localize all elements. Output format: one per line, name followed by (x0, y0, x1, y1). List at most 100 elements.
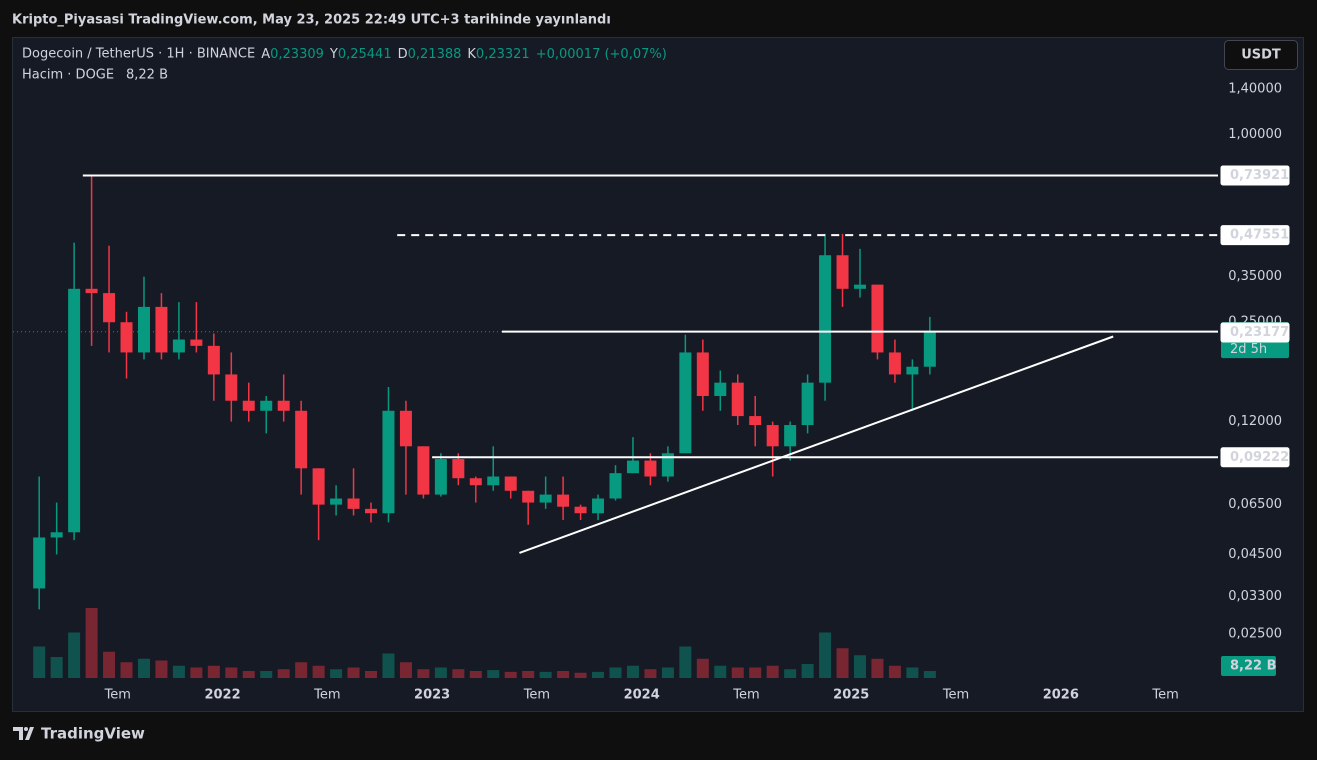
candle-body (469, 478, 482, 486)
volume-bar (347, 667, 360, 678)
price-label: 0,23177 (1230, 325, 1289, 340)
x-tick-label: 2022 (204, 688, 240, 703)
candle-body (347, 498, 360, 509)
legend: Dogecoin / TetherUS · 1H · BINANCE A0,233… (22, 47, 667, 83)
ohlc-key: D (398, 47, 408, 62)
candle-body (487, 476, 500, 486)
x-tick-label: Tem (1151, 688, 1178, 703)
candle-body (609, 473, 622, 499)
candle-body (819, 255, 832, 383)
price-label-box (1220, 165, 1290, 186)
candle-body (714, 382, 727, 396)
candle-body (399, 410, 412, 447)
published-note: Kripto_Piyasasi TradingView.com, May 23,… (12, 13, 611, 28)
volume-bar (260, 671, 273, 678)
candle-body (539, 494, 552, 503)
candle-body (801, 382, 814, 426)
volume-bar (853, 655, 866, 678)
candle-body (103, 293, 116, 323)
volume-bar (382, 653, 395, 678)
candle-body (68, 288, 81, 533)
y-tick-label: 1,00000 (1228, 127, 1282, 142)
volume-bar (522, 671, 535, 678)
price-label-box (1220, 322, 1290, 343)
volume-bar (242, 671, 255, 678)
volume-bar (539, 671, 552, 678)
candle-body (382, 410, 395, 514)
volume-bar (784, 669, 797, 678)
chart-panel (12, 37, 1304, 712)
volume-bar (696, 658, 709, 678)
x-tick-label: Tem (942, 688, 969, 703)
x-tick-label: 2026 (1043, 688, 1079, 703)
candle-body (225, 374, 238, 401)
volume-bar (312, 665, 325, 678)
y-tick-label: 0,03300 (1228, 589, 1282, 604)
candle-body (592, 498, 605, 514)
x-tick-label: Tem (313, 688, 340, 703)
volume-bar (504, 671, 517, 678)
volume-bar (731, 667, 744, 678)
trend-line (519, 335, 1114, 554)
volume-bar (50, 657, 63, 678)
candle-body (172, 339, 185, 353)
x-tick-label: 2023 (414, 688, 450, 703)
candle-body (120, 322, 133, 353)
volume-label-box (1221, 656, 1276, 676)
x-tick-label: Tem (104, 688, 131, 703)
candle-body (504, 476, 517, 491)
candle-body (137, 306, 150, 353)
price-label: 0,09222 (1230, 450, 1289, 465)
price-label-box (1220, 447, 1290, 468)
countdown: 2d 5h (1230, 342, 1267, 357)
brand: TradingView (41, 725, 145, 743)
volume-bar (295, 662, 308, 678)
currency-button[interactable] (1224, 40, 1298, 70)
volume-bar (906, 667, 919, 678)
volume-bar (557, 671, 570, 678)
ohlc-key: K (467, 47, 476, 62)
volume-bar (330, 669, 343, 678)
ohlc-key: A (261, 47, 270, 62)
candle-body (784, 425, 797, 447)
candle-body (452, 459, 465, 479)
x-tick-label: 2025 (833, 688, 869, 703)
ohlc-value: 0,23309 (270, 47, 324, 62)
ohlc-key: Y (329, 47, 338, 62)
candle-body (85, 288, 98, 294)
volume-bar (923, 671, 936, 678)
price-label: 0,47551 (1230, 228, 1289, 243)
candle-body (190, 339, 203, 346)
volume-bar (190, 667, 203, 678)
candle-body (766, 425, 779, 447)
volume-bar (487, 670, 500, 678)
y-tick-label: 0,35000 (1228, 269, 1282, 284)
y-tick-label: 0,04500 (1228, 547, 1282, 562)
candle-body (207, 345, 220, 375)
volume-bar (137, 658, 150, 678)
candle-body (522, 490, 535, 503)
volume-bar (626, 665, 639, 678)
candle-body (679, 352, 692, 454)
volume-title: Hacim · DOGE (22, 68, 114, 83)
volume-bar (399, 662, 412, 678)
ohlc-value: 0,23321 (476, 47, 530, 62)
volume-bar (574, 672, 587, 678)
volume-bar (888, 665, 901, 678)
price-label-box (1220, 225, 1290, 246)
candle-body (312, 468, 325, 505)
candle-body (906, 366, 919, 375)
candle-body (260, 400, 273, 411)
y-tick-label: 0,12000 (1228, 414, 1282, 429)
candle-body (836, 255, 849, 289)
candle-body (888, 352, 901, 375)
volume-bar (749, 667, 762, 678)
volume-bar (207, 665, 220, 678)
volume-bar (277, 669, 290, 678)
volume-bar (661, 667, 674, 678)
y-tick-label: 0,06500 (1228, 497, 1282, 512)
candle-body (50, 532, 63, 538)
volume-bar (592, 671, 605, 678)
volume-bar (469, 671, 482, 678)
